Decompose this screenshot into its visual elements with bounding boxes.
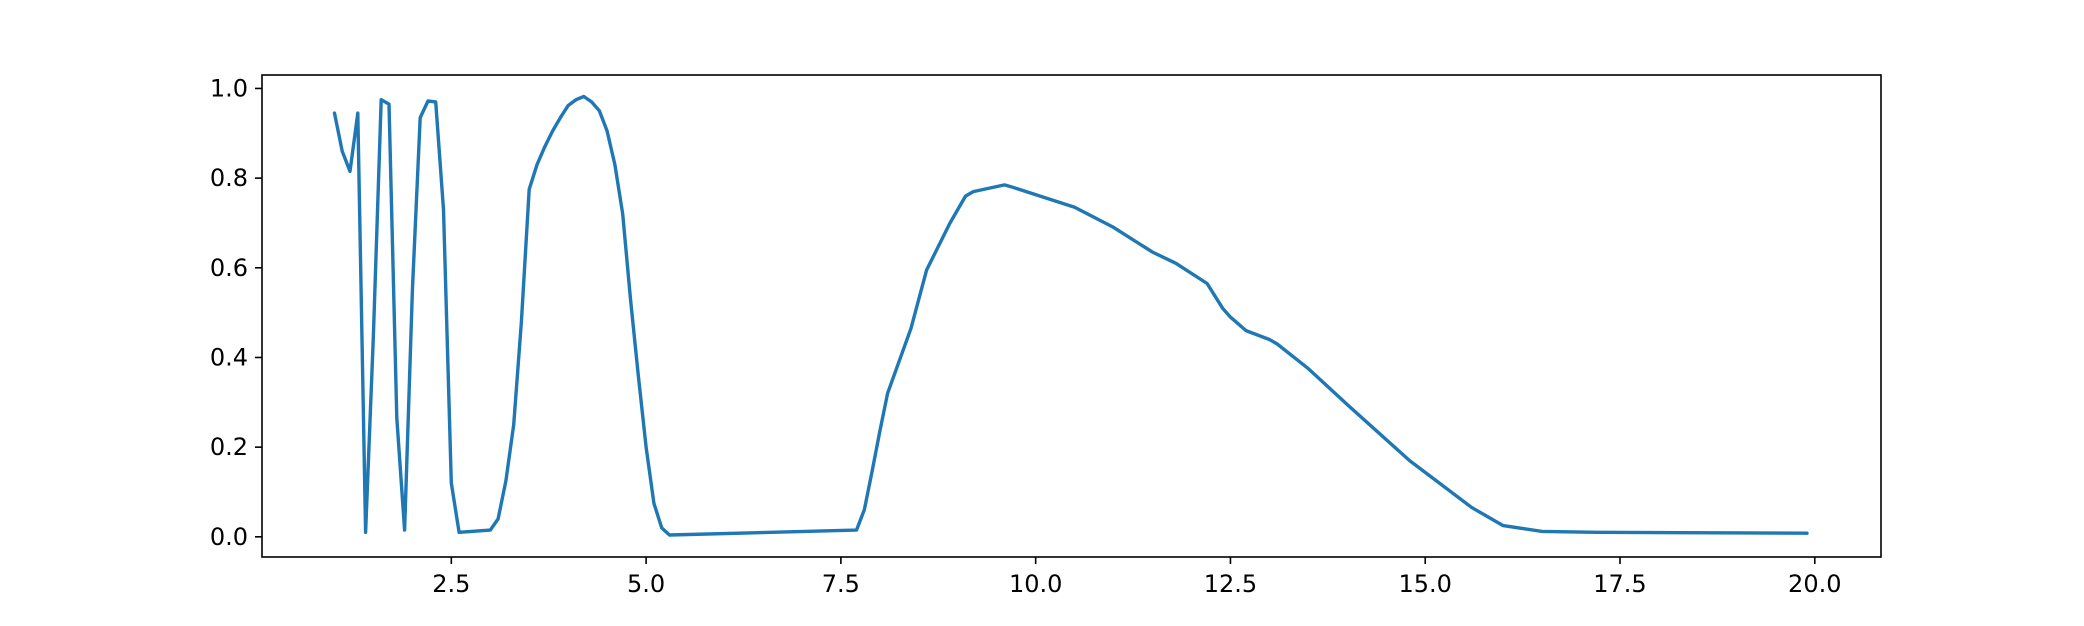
plot-area xyxy=(261,74,1882,558)
x-tick-label: 5.0 xyxy=(627,570,665,598)
y-tick-label: 0.0 xyxy=(210,523,248,551)
x-tick-label: 2.5 xyxy=(432,570,470,598)
series-line-0 xyxy=(332,94,1809,537)
x-tick-label: 15.0 xyxy=(1398,570,1451,598)
axes-frame xyxy=(261,74,1882,558)
y-tick-label: 1.0 xyxy=(210,74,248,102)
x-tick-label: 10.0 xyxy=(1009,570,1062,598)
x-tick-label: 20.0 xyxy=(1788,570,1841,598)
y-tick-label: 0.6 xyxy=(210,254,248,282)
x-axis: 2.5 5.0 7.5 10.0 12.5 15.0 17.5 20.0 xyxy=(432,557,1841,598)
y-axis: 0.0 0.2 0.4 0.6 0.8 1.0 xyxy=(210,74,262,551)
x-tick-label: 12.5 xyxy=(1204,570,1257,598)
y-tick-label: 0.4 xyxy=(210,343,248,371)
x-tick-label: 7.5 xyxy=(822,570,860,598)
series-layer xyxy=(332,94,1809,537)
y-tick-label: 0.8 xyxy=(210,164,248,192)
y-tick-label: 0.2 xyxy=(210,433,248,461)
x-tick-label: 17.5 xyxy=(1593,570,1646,598)
